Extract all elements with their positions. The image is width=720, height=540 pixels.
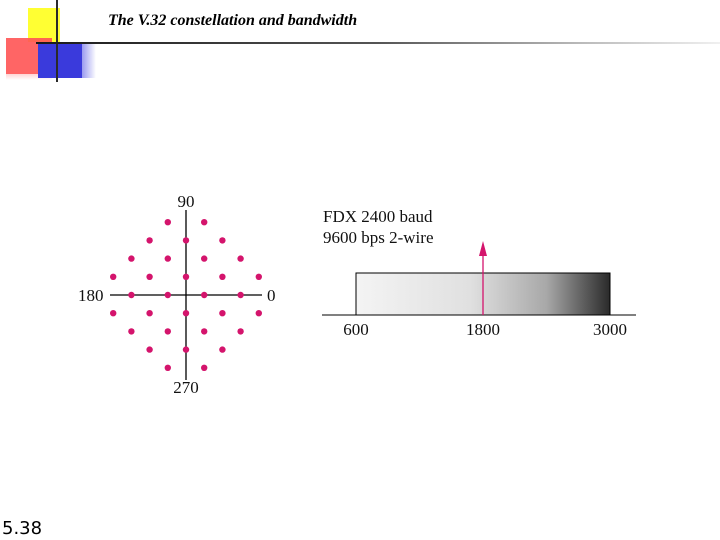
decor-blue-square — [38, 42, 96, 78]
constellation-point — [237, 291, 244, 299]
constellation-point — [110, 310, 117, 317]
constellation-point — [201, 291, 208, 299]
constellation-point — [219, 237, 226, 244]
label-270: 270 — [173, 378, 199, 397]
constellation-point — [146, 310, 153, 317]
constellation-point — [182, 310, 190, 317]
constellation-diagram: 90 270 180 0 — [78, 192, 276, 397]
constellation-point — [219, 310, 226, 317]
bandwidth-diagram: FDX 2400 baud 9600 bps 2-wire 600 1800 3… — [322, 207, 636, 339]
bandwidth-line-2: 9600 bps 2-wire — [323, 228, 433, 247]
constellation-point — [237, 255, 244, 262]
constellation-point — [164, 255, 171, 262]
constellation-point — [237, 328, 244, 335]
constellation-point — [182, 237, 190, 244]
constellation-point — [201, 219, 208, 226]
constellation-point — [128, 255, 135, 262]
constellation-point — [164, 291, 171, 299]
constellation-point — [201, 364, 208, 371]
constellation-point — [164, 219, 171, 226]
constellation-point — [255, 273, 262, 280]
constellation-point — [182, 273, 190, 280]
decor-yellow-square — [28, 8, 60, 42]
constellation-point — [201, 255, 208, 262]
constellation-point — [201, 328, 208, 335]
constellation-point — [219, 346, 226, 353]
constellation-point — [164, 364, 171, 371]
label-90: 90 — [178, 192, 195, 211]
constellation-point — [146, 273, 153, 280]
constellation-point — [110, 273, 117, 280]
carrier-arrow-head — [479, 241, 487, 256]
constellation-point — [128, 291, 135, 299]
constellation-point — [255, 310, 262, 317]
tick-label-600: 600 — [343, 320, 369, 339]
constellation-point — [182, 346, 190, 353]
slide-number: 5.38 — [2, 518, 43, 539]
slide-title: The V.32 constellation and bandwidth — [108, 12, 358, 29]
bandwidth-line-1: FDX 2400 baud — [323, 207, 433, 226]
label-0: 0 — [267, 286, 276, 305]
constellation-point — [146, 237, 153, 244]
constellation-point — [164, 328, 171, 335]
tick-label-3000: 3000 — [593, 320, 627, 339]
constellation-points — [110, 219, 262, 371]
tick-label-1800: 1800 — [466, 320, 500, 339]
constellation-point — [128, 328, 135, 335]
constellation-point — [219, 273, 226, 280]
title-underline-rule — [36, 42, 720, 44]
decor-vertical-rule — [56, 0, 58, 82]
constellation-point — [146, 346, 153, 353]
label-180: 180 — [78, 286, 104, 305]
